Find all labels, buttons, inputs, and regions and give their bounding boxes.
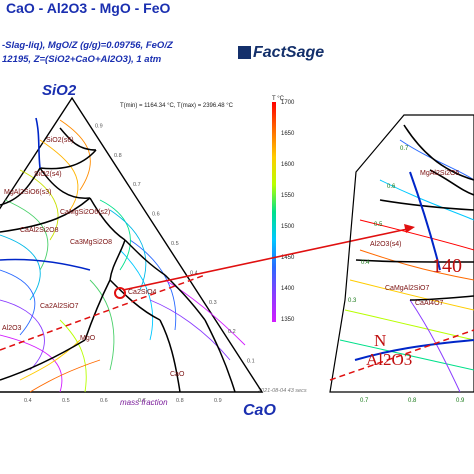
- phase-boundaries: [0, 127, 236, 393]
- isotherm-lines: [0, 119, 246, 393]
- colorbar-tick: 1450: [281, 255, 295, 261]
- right-axis-tick: 0.3: [209, 300, 217, 306]
- colorbar-tick: 1400: [281, 286, 295, 292]
- zoom-left-tick: 0.3: [348, 298, 357, 304]
- footer-date: 2021-08-04 43 secs: [258, 388, 307, 394]
- logo-text: FactSage: [253, 44, 325, 61]
- phase-label: CaMgSi2O6(s2): [60, 209, 110, 216]
- right-axis-tick: 0.9: [95, 123, 103, 129]
- colorbar-unit: T °C: [272, 96, 284, 102]
- phase-labels: SiO2(s6) SiO2(s4) MgAl2SiO6(s3) CaMgSi2O…: [2, 137, 185, 378]
- zoom-composition-line: [329, 329, 474, 381]
- zoom-left-ticks: 0.7 0.6 0.5 0.4 0.3: [348, 146, 409, 304]
- bottom-axis-tick: 0.9: [214, 398, 222, 404]
- zoom-arrow: [122, 227, 413, 291]
- zoom-frame: [329, 114, 474, 393]
- zoom-phase-label: MgAl2Si2O5: [420, 170, 459, 177]
- ternary-triangle: [0, 96, 264, 393]
- phase-label: SiO2(s4): [34, 171, 62, 178]
- right-axis-tick: 0.8: [114, 153, 122, 159]
- footer-axis-label: mass fraction: [120, 398, 168, 407]
- zoom-panel: MgAl2Si2O5 Al2O3(s4) CaMgAl2SiO7 CaAl4O7…: [329, 114, 474, 404]
- phase-label: Al2O3: [2, 325, 22, 332]
- right-axis-tick: 0.6: [152, 212, 160, 218]
- zoom-left-tick: 0.5: [374, 222, 383, 228]
- right-axis-ticks: 0.9 0.8 0.7 0.6 0.5 0.4 0.3 0.2 0.1: [95, 123, 255, 364]
- phase-label: Ca3MgSi2O8: [70, 239, 112, 246]
- zoom-bottom-ticks: 0.7 0.8 0.9: [360, 398, 465, 404]
- zoom-left-tick: 0.4: [361, 260, 370, 266]
- colorbar-tick: 1700: [281, 100, 295, 106]
- blue-boundaries: [0, 117, 91, 271]
- zoom-phase-labels: MgAl2Si2O5 Al2O3(s4) CaMgAl2SiO7 CaAl4O7: [370, 170, 459, 307]
- zoom-left-tick: 0.6: [387, 184, 396, 190]
- colorbar-tick: 1650: [281, 131, 295, 137]
- diagram-subtitle-line2: 12195, Z=(SiO2+CaO+Al2O3), 1 atm: [2, 54, 162, 65]
- colorbar-tick: 1500: [281, 224, 295, 230]
- composition-line: [0, 274, 206, 351]
- zoom-phase-big: Al2O3: [366, 350, 412, 369]
- bottom-axis-ticks: 0.4 0.5 0.6 0.7 0.8 0.9: [24, 398, 222, 404]
- colorbar: [272, 102, 276, 322]
- colorbar-tick: 1350: [281, 317, 295, 323]
- zoom-phase-label: CaMgAl2SiO7: [385, 285, 429, 292]
- zoom-blue-boundaries: [354, 171, 474, 361]
- bottom-axis-tick: 0.8: [176, 398, 184, 404]
- diagram-title: CaO - Al2O3 - MgO - FeO: [6, 0, 171, 16]
- phase-label: CaO: [170, 371, 185, 378]
- phase-label: CaAl2Si2O8: [20, 227, 59, 234]
- zoom-phase-label: Al2O3(s4): [370, 241, 402, 248]
- bottom-axis-tick: 0.4: [24, 398, 32, 404]
- zoom-arrowhead: [404, 224, 415, 233]
- zoom-letter: N: [374, 331, 386, 350]
- phase-label: Ca2SiO4: [128, 289, 157, 296]
- factsage-logo: FactSage: [238, 44, 324, 62]
- zoom-left-tick: 0.7: [400, 146, 409, 152]
- right-axis-tick: 0.7: [133, 182, 141, 188]
- colorbar-tick: 1550: [281, 193, 295, 199]
- temperature-range: T(min) = 1164.34 °C, T(max) = 2396.48 °C: [120, 103, 233, 109]
- zoom-bottom-tick: 0.7: [360, 398, 369, 404]
- zoom-bottom-tick: 0.9: [456, 398, 465, 404]
- phase-label: SiO2(s6): [46, 137, 74, 144]
- right-axis-tick: 0.1: [247, 359, 255, 365]
- right-axis-tick: 0.5: [171, 241, 179, 247]
- phase-label: MgAl2SiO6(s3): [4, 189, 51, 196]
- bottom-axis-tick: 0.7: [138, 398, 146, 404]
- colorbar-tick: 1600: [281, 162, 295, 168]
- zoom-isotherms: [339, 139, 474, 393]
- zoom-phase-label: CaAl4O7: [415, 300, 444, 307]
- bottom-axis-tick: 0.5: [62, 398, 70, 404]
- right-axis-tick: 0.4: [190, 270, 198, 276]
- composition-point: [114, 287, 126, 299]
- zoom-bottom-tick: 0.8: [408, 398, 417, 404]
- zoom-boundaries: [355, 124, 474, 301]
- phase-label: Ca2Al2SiO7: [40, 303, 79, 310]
- zoom-temp-label: 140: [432, 255, 462, 277]
- apex-label-sio2: SiO2: [42, 82, 77, 99]
- phase-label: MgO: [80, 335, 96, 342]
- logo-icon: [238, 46, 251, 59]
- diagram-subtitle-line1: -Slag-liq), MgO/Z (g/g)=0.09756, FeO/Z: [2, 40, 173, 51]
- bottom-axis-tick: 0.6: [100, 398, 108, 404]
- right-axis-tick: 0.2: [228, 329, 236, 335]
- apex-label-cao: CaO: [243, 402, 276, 419]
